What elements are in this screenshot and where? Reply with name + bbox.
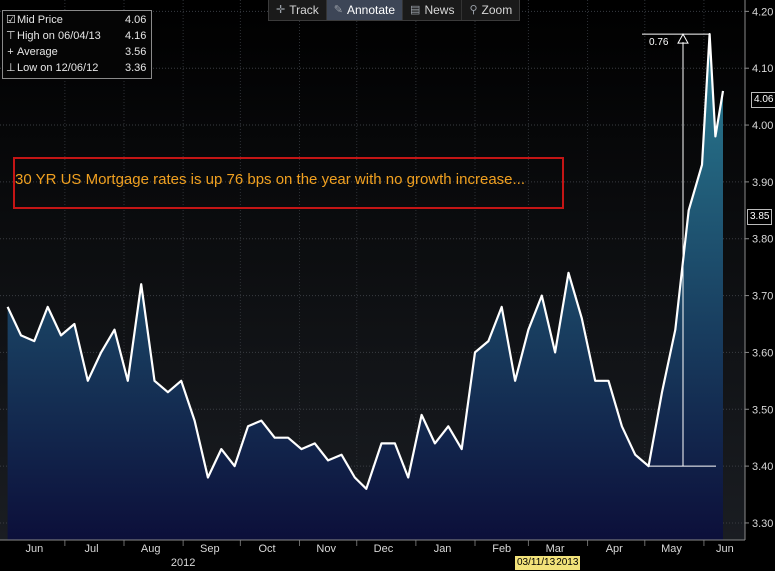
chart-toolbar: ✛ Track ✎ Annotate ▤ News ⚲ Zoom [268, 0, 521, 21]
range-arrow-icon [677, 33, 689, 44]
low-marker-icon: ⊥ [6, 62, 16, 74]
x-month-label: Jun [25, 543, 43, 555]
news-button[interactable]: ▤ News [403, 0, 463, 20]
y-tick-label: 3.60 [752, 347, 773, 359]
cursor-date-tag: 03/11/132013 [515, 556, 581, 570]
x-month-label: Apr [606, 543, 623, 555]
average-marker-icon: + [7, 46, 14, 58]
y-tick-label: 3.30 [752, 518, 773, 530]
y-axis: 4.20 4.10 4.00 3.90 3.80 3.70 3.60 3.50 3.40 3.30 [744, 0, 773, 540]
y-tick-label: 4.20 [752, 6, 773, 18]
x-year-label: 2012 [171, 557, 195, 569]
x-month-label: Nov [316, 543, 336, 555]
x-month-label: Aug [141, 543, 161, 555]
cursor-date: 03/11/13 [517, 557, 556, 568]
y-tick-label: 4.00 [752, 120, 773, 132]
x-axis: Jun Jul Aug Sep Oct Nov Dec Jan Feb Mar Apr May Jun 2… [0, 539, 745, 569]
range-label: 0.76 [649, 37, 669, 48]
x-month-label: Jan [434, 543, 452, 555]
last-value-tag: 4.06 [751, 92, 775, 108]
x-month-label: Mar [546, 543, 565, 555]
track-button[interactable]: ✛ Track [269, 0, 327, 20]
y-tick-label: 3.90 [752, 177, 773, 189]
magnifier-icon: ⚲ [469, 4, 478, 16]
x-month-label: May [661, 543, 682, 555]
high-marker-icon: ⊤ [6, 30, 16, 42]
range-marker: 0.76 [642, 33, 716, 467]
y-tick-label: 3.50 [752, 404, 773, 416]
y-tick-label: 3.70 [752, 291, 773, 303]
range-label-bg [646, 35, 674, 49]
x-month-label: Jun [716, 543, 734, 555]
area-fill [7, 34, 724, 540]
legend-high: ⊤ High on 06/04/13 4.16 [6, 30, 147, 42]
annotation-text: 30 YR US Mortgage rates is up 76 bps on … [15, 171, 525, 188]
legend-mid-price[interactable]: ☑ Mid Price 4.06 [6, 14, 147, 26]
x-month-label: Sep [200, 543, 220, 555]
y-tick-label: 4.10 [752, 63, 773, 75]
x-month-label: Oct [259, 543, 276, 555]
zoom-button[interactable]: ⚲ Zoom [462, 0, 519, 20]
x-month-label: Dec [374, 543, 394, 555]
news-icon: ▤ [410, 4, 421, 16]
annotation-box[interactable]: 30 YR US Mortgage rates is up 76 bps on … [13, 157, 564, 209]
crosshair-icon: ✛ [276, 4, 286, 16]
year-label-2013: 2013 [556, 557, 579, 568]
annotate-button[interactable]: ✎ Annotate [326, 0, 404, 20]
pencil-icon: ✎ [333, 4, 343, 16]
legend-average: + Average 3.56 [7, 46, 147, 58]
y-tick-label: 3.80 [752, 234, 773, 246]
average-tag: 3.85 [747, 209, 773, 225]
legend-box: ☑ Mid Price 4.06 ⊤ High on 06/04/13 4.16… [2, 10, 152, 79]
checkbox-icon[interactable]: ☑ [6, 14, 16, 26]
y-tick-label: 3.40 [752, 461, 773, 473]
x-month-label: Feb [492, 543, 511, 555]
price-line [6, 33, 725, 490]
legend-low: ⊥ Low on 12/06/12 3.36 [6, 62, 147, 74]
x-month-label: Jul [85, 543, 99, 555]
